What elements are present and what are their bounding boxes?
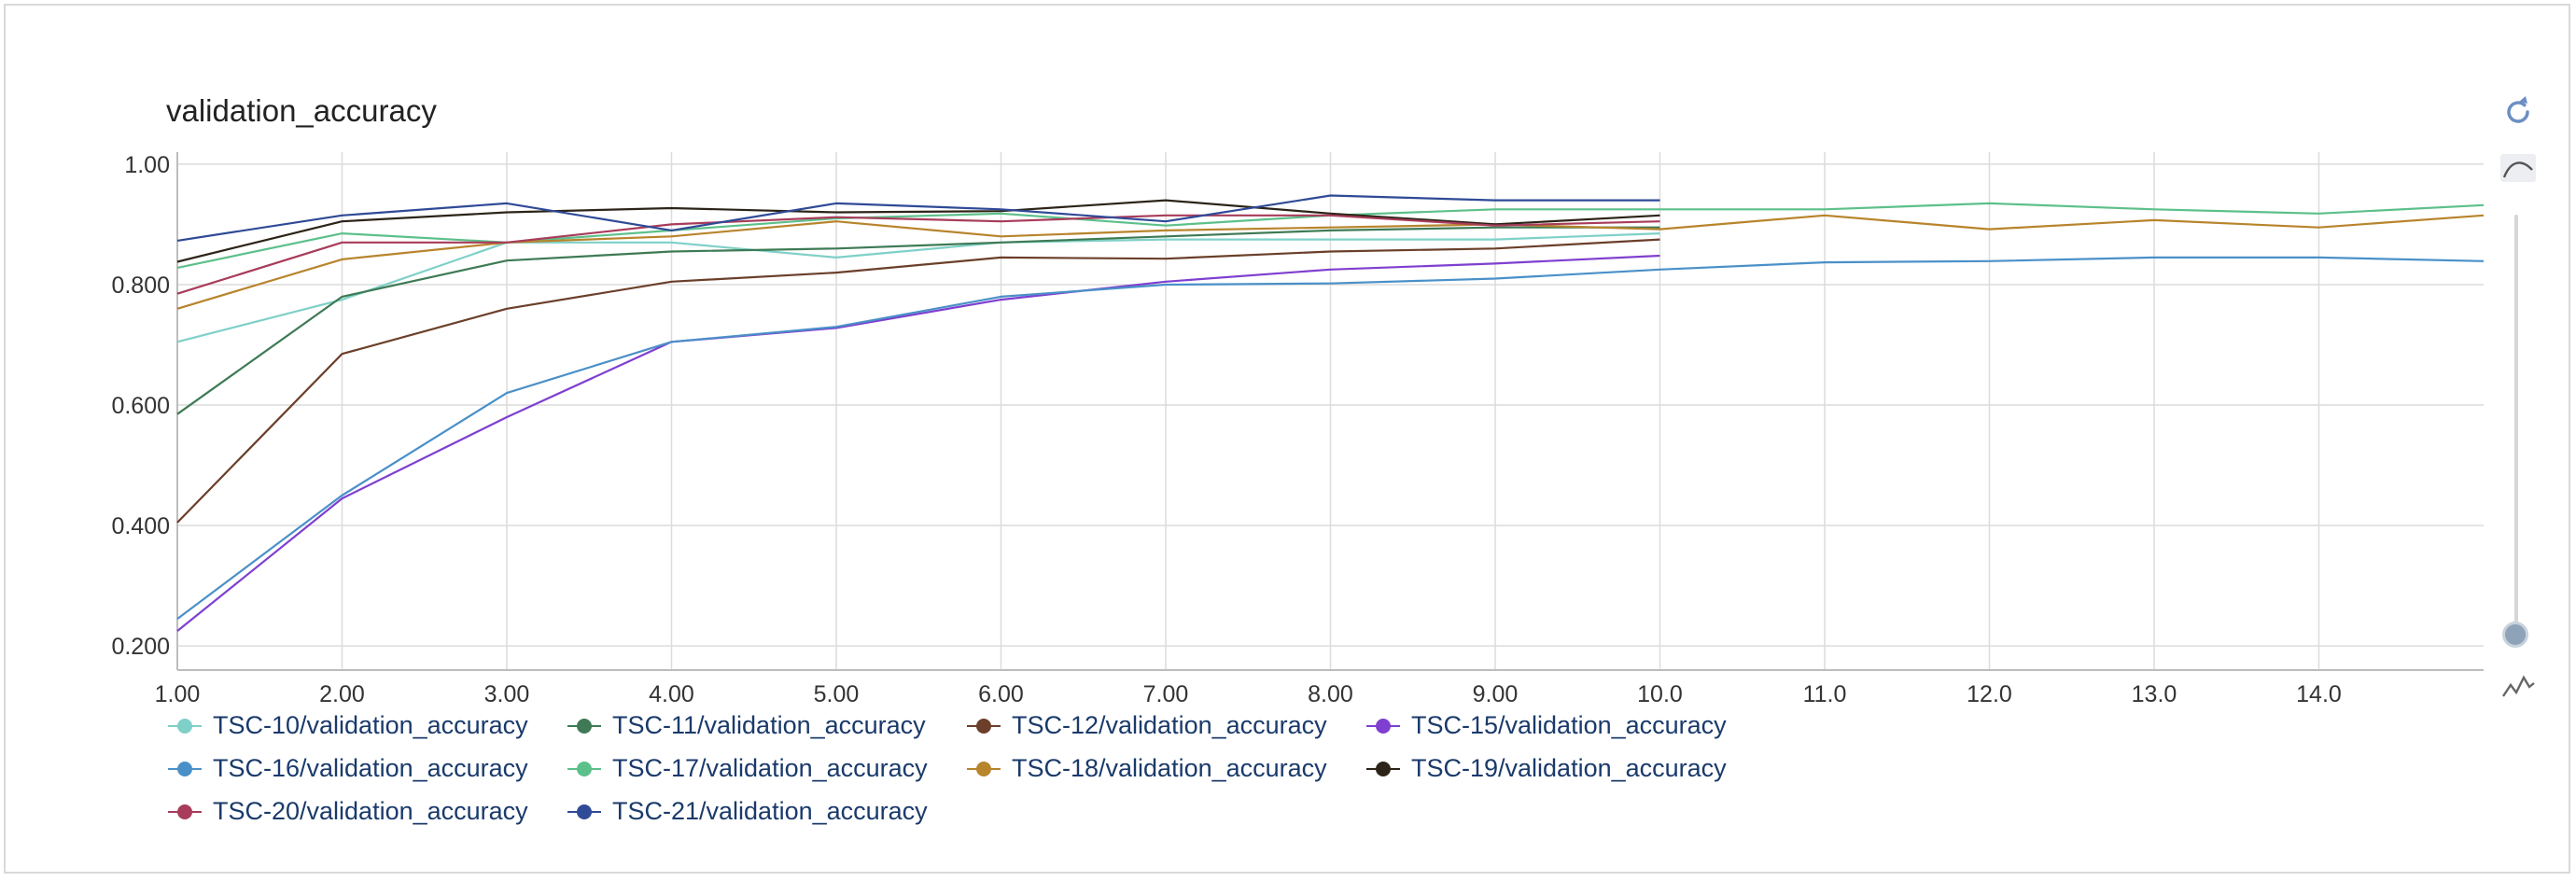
y-tick-label: 1.00 <box>124 152 170 178</box>
legend-swatch-icon <box>567 803 601 821</box>
reset-icon[interactable] <box>2498 91 2539 133</box>
x-tick-label: 2.00 <box>319 681 365 707</box>
legend-swatch-icon <box>168 760 202 778</box>
legend-label: TSC-12/validation_accuracy <box>1012 711 1327 739</box>
x-tick-label: 14.0 <box>2296 681 2342 707</box>
legend-swatch-icon <box>967 717 1001 735</box>
legend-label: TSC-15/validation_accuracy <box>1411 711 1727 739</box>
series-line[interactable] <box>176 256 2485 620</box>
y-tick-label: 0.800 <box>111 273 170 299</box>
y-tick-label: 0.600 <box>111 393 170 419</box>
legend-swatch-icon <box>1366 717 1400 735</box>
legend-swatch-icon <box>967 760 1001 778</box>
x-tick-label: 5.00 <box>814 681 860 707</box>
legend-swatch-icon <box>168 717 202 735</box>
smoothing-curve-icon[interactable] <box>2498 147 2539 189</box>
x-tick-label: 12.0 <box>1967 681 2012 707</box>
legend-item[interactable]: TSC-19/validation_accuracy <box>1366 754 1727 783</box>
x-tick-label: 6.00 <box>978 681 1024 707</box>
legend-item[interactable]: TSC-10/validation_accuracy <box>168 711 528 740</box>
smoothing-slider-track[interactable] <box>2514 215 2518 635</box>
legend-label: TSC-19/validation_accuracy <box>1411 754 1727 782</box>
legend-item[interactable]: TSC-20/validation_accuracy <box>168 797 528 826</box>
x-tick-label: 9.00 <box>1473 681 1519 707</box>
legend-swatch-icon <box>567 760 601 778</box>
legend-swatch-icon <box>168 803 202 821</box>
legend-label: TSC-20/validation_accuracy <box>213 797 528 825</box>
grid-lines <box>176 152 2484 670</box>
smoothing-slider-thumb[interactable] <box>2502 622 2528 648</box>
legend-item[interactable]: TSC-11/validation_accuracy <box>567 711 926 740</box>
series-layer <box>176 194 2485 632</box>
series-line[interactable] <box>176 194 1660 242</box>
series-line[interactable] <box>176 199 1660 263</box>
x-tick-label: 8.00 <box>1308 681 1353 707</box>
series-line[interactable] <box>176 254 1660 632</box>
legend-label: TSC-16/validation_accuracy <box>213 754 528 782</box>
tick-labels: 1.00 2.00 3.00 4.00 5.00 6.00 7.00 8.00 9.00 10.0… <box>111 152 2341 707</box>
x-tick-label: 4.00 <box>649 681 694 707</box>
x-tick-label: 13.0 <box>2132 681 2177 707</box>
series-line[interactable] <box>176 226 1660 415</box>
x-tick-label: 11.0 <box>1803 681 1847 707</box>
legend-item[interactable]: TSC-21/validation_accuracy <box>567 797 928 826</box>
legend-item[interactable]: TSC-18/validation_accuracy <box>967 754 1327 783</box>
legend-item[interactable]: TSC-16/validation_accuracy <box>168 754 528 783</box>
x-tick-label: 10.0 <box>1637 681 1683 707</box>
series-line[interactable] <box>176 238 1660 524</box>
legend-label: TSC-18/validation_accuracy <box>1012 754 1327 782</box>
y-tick-label: 0.200 <box>111 634 170 660</box>
axes <box>176 152 2484 671</box>
y-tick-label: 0.400 <box>111 513 170 539</box>
legend-label: TSC-11/validation_accuracy <box>612 711 926 739</box>
legend-item[interactable]: TSC-15/validation_accuracy <box>1366 711 1727 740</box>
legend-label: TSC-17/validation_accuracy <box>612 754 928 782</box>
legend-item[interactable]: TSC-12/validation_accuracy <box>967 711 1327 740</box>
x-tick-label: 1.00 <box>155 681 201 707</box>
x-tick-label: 7.00 <box>1143 681 1189 707</box>
legend-swatch-icon <box>1366 760 1400 778</box>
chart-title: validation_accuracy <box>166 93 437 128</box>
legend-swatch-icon <box>567 717 601 735</box>
raw-line-icon[interactable] <box>2498 666 2539 707</box>
x-tick-label: 3.00 <box>484 681 530 707</box>
legend-item[interactable]: TSC-17/validation_accuracy <box>567 754 928 783</box>
series-line[interactable] <box>176 214 1660 295</box>
legend-label: TSC-21/validation_accuracy <box>612 797 928 825</box>
series-line[interactable] <box>176 214 2485 310</box>
legend-label: TSC-10/validation_accuracy <box>213 711 528 739</box>
series-line[interactable] <box>176 232 1660 343</box>
